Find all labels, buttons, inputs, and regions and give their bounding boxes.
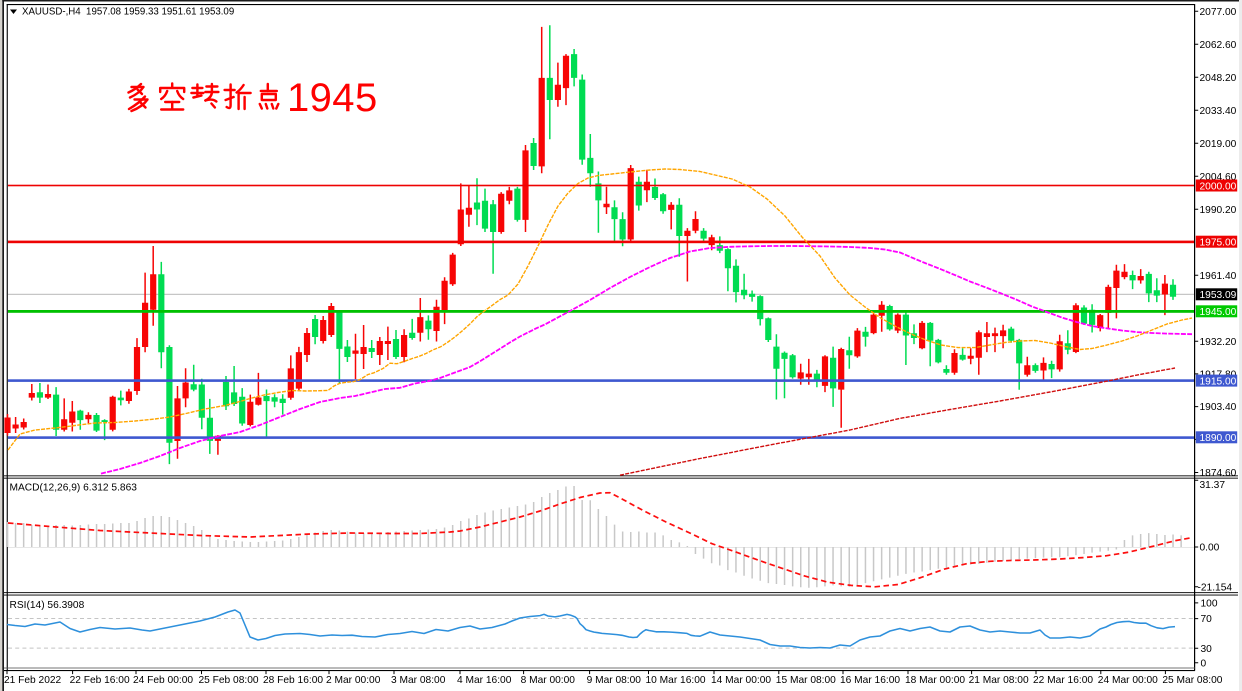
svg-text:1990.20: 1990.20 [1200, 205, 1237, 216]
svg-text:2 Mar 00:00: 2 Mar 00:00 [326, 675, 381, 686]
svg-text:2004.60: 2004.60 [1200, 172, 1237, 183]
svg-text:3 Mar 08:00: 3 Mar 08:00 [391, 675, 446, 686]
svg-text:14 Mar 00:00: 14 Mar 00:00 [711, 675, 771, 686]
svg-text:1915.00: 1915.00 [1200, 376, 1237, 387]
svg-text:XAUUSD-,H4 1957.08 1959.33 19: XAUUSD-,H4 1957.08 1959.33 1951.61 1953.… [22, 7, 234, 18]
svg-text:15 Mar 08:00: 15 Mar 08:00 [776, 675, 836, 686]
svg-text:0: 0 [1201, 658, 1207, 669]
svg-text:2062.60: 2062.60 [1200, 40, 1237, 51]
svg-text:1945.00: 1945.00 [1200, 307, 1237, 318]
svg-text:18 Mar 00:00: 18 Mar 00:00 [905, 675, 965, 686]
svg-text:-21.154: -21.154 [1198, 582, 1233, 593]
svg-text:10 Mar 16:00: 10 Mar 16:00 [646, 675, 706, 686]
svg-text:MACD(12,26,9) 6.312 5.863: MACD(12,26,9) 6.312 5.863 [10, 482, 138, 493]
svg-text:1945: 1945 [287, 76, 378, 120]
svg-text:1903.40: 1903.40 [1200, 402, 1237, 413]
svg-text:16 Mar 16:00: 16 Mar 16:00 [840, 675, 900, 686]
svg-text:24 Mar 00:00: 24 Mar 00:00 [1098, 675, 1158, 686]
svg-text:2048.20: 2048.20 [1200, 73, 1237, 84]
svg-text:30: 30 [1201, 644, 1213, 655]
svg-text:0.00: 0.00 [1200, 543, 1220, 554]
svg-text:1890.00: 1890.00 [1200, 433, 1237, 444]
svg-text:100: 100 [1201, 599, 1218, 610]
svg-text:2033.40: 2033.40 [1200, 106, 1237, 117]
svg-text:22 Feb 16:00: 22 Feb 16:00 [70, 675, 130, 686]
svg-text:28 Feb 16:00: 28 Feb 16:00 [263, 675, 323, 686]
svg-text:1932.20: 1932.20 [1200, 337, 1237, 348]
svg-text:25 Feb 08:00: 25 Feb 08:00 [199, 675, 259, 686]
svg-text:2077.00: 2077.00 [1200, 7, 1237, 18]
svg-text:21 Feb 2022: 21 Feb 2022 [4, 675, 62, 686]
svg-text:1953.09: 1953.09 [1200, 290, 1237, 301]
svg-text:1961.40: 1961.40 [1200, 271, 1237, 282]
svg-text:4 Mar 16:00: 4 Mar 16:00 [457, 675, 512, 686]
svg-text:2000.00: 2000.00 [1200, 181, 1237, 192]
svg-text:1874.60: 1874.60 [1200, 468, 1237, 479]
svg-text:8 Mar 00:00: 8 Mar 00:00 [521, 675, 576, 686]
svg-text:RSI(14) 56.3908: RSI(14) 56.3908 [10, 600, 85, 611]
svg-text:31.37: 31.37 [1200, 480, 1226, 491]
svg-text:70: 70 [1201, 614, 1213, 625]
svg-text:21 Mar 08:00: 21 Mar 08:00 [969, 675, 1029, 686]
svg-text:22 Mar 16:00: 22 Mar 16:00 [1033, 675, 1093, 686]
svg-text:2019.00: 2019.00 [1200, 139, 1237, 150]
svg-text:9 Mar 08:00: 9 Mar 08:00 [587, 675, 642, 686]
svg-text:25 Mar 08:00: 25 Mar 08:00 [1162, 675, 1222, 686]
svg-text:1975.00: 1975.00 [1200, 238, 1237, 249]
svg-text:24 Feb 00:00: 24 Feb 00:00 [133, 675, 193, 686]
